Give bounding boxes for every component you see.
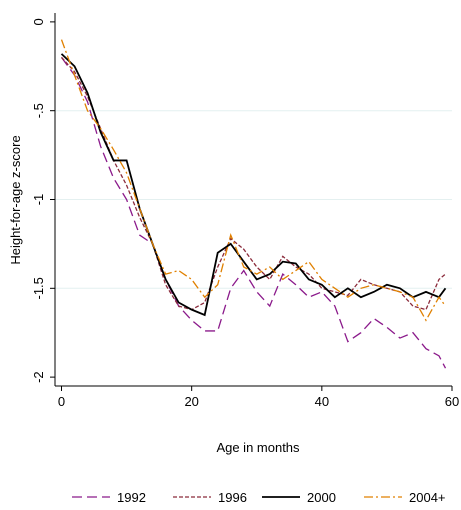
- series-line: [60, 57, 447, 369]
- series-line: [60, 39, 447, 322]
- y-axis-title: Height-for-age z-score: [8, 135, 23, 264]
- y-tick-label: -2: [31, 371, 46, 383]
- x-tick-label: 40: [315, 394, 329, 409]
- series-line: [61, 56, 446, 311]
- y-tick-label: 0: [31, 18, 46, 25]
- x-axis-title: Age in months: [216, 440, 300, 455]
- x-tick-label: 20: [184, 394, 198, 409]
- y-tick-label: -1.5: [31, 277, 46, 299]
- series-line: [60, 53, 447, 317]
- x-tick-label: 0: [58, 394, 65, 409]
- legend-label: 2000: [307, 490, 336, 505]
- legend-label: 1996: [218, 490, 247, 505]
- y-tick-label: -1: [31, 194, 46, 206]
- y-tick-label: -.5: [31, 103, 46, 118]
- legend-label: 1992: [117, 490, 146, 505]
- x-tick-label: 60: [445, 394, 459, 409]
- legend-label: 2004+: [409, 490, 446, 505]
